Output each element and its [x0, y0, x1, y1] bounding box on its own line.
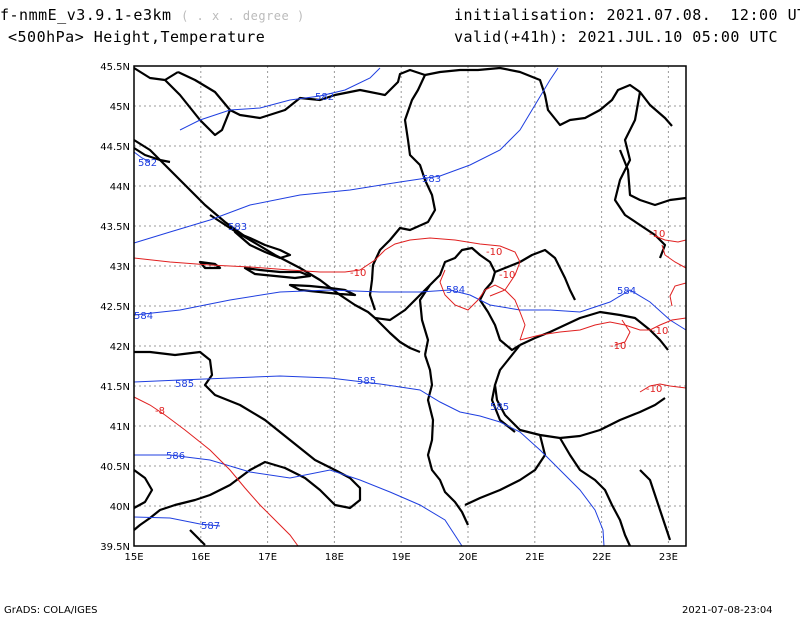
footer-credit: GrADS: COLA/IGES	[4, 605, 98, 616]
latitude-tick-label: 40N	[110, 502, 130, 513]
temperature-label: -10	[486, 247, 502, 258]
croatia-coast	[133, 139, 421, 354]
temp-minus10-east-contour	[519, 317, 687, 346]
north-macedonia-border	[493, 310, 669, 440]
temperature-label: -10	[350, 268, 366, 279]
level-title: <500hPa> Height,Temperature	[8, 28, 266, 46]
height-582-contour	[133, 67, 381, 163]
height-contours	[133, 67, 687, 547]
temp-minus10-ne-contour	[654, 235, 687, 307]
temperature-label: -10	[649, 229, 665, 240]
projection-note: ( . x . degree )	[181, 9, 305, 23]
longitude-tick-label: 21E	[525, 552, 544, 563]
temperature-label: -10	[610, 341, 626, 352]
height-label: 582	[315, 92, 334, 103]
bulgaria-coast	[618, 149, 687, 207]
albania-coast	[423, 354, 469, 526]
height-586-contour	[134, 454, 463, 547]
temp-minus10-west-contour	[133, 237, 521, 297]
temperature-label: -10	[652, 326, 668, 337]
model-name: f-nmmE_v3.9.1-e3km	[0, 6, 172, 24]
valid-time: valid(+41h): 2021.JUL.10 05:00 UTC	[454, 28, 779, 46]
model-title: f-nmmE_v3.9.1-e3km ( . x . degree )	[0, 6, 305, 24]
latitude-tick-label: 43N	[110, 262, 130, 273]
height-label: 586	[166, 451, 185, 462]
init-time: initialisation: 2021.07.08. 12:00 UTC	[454, 6, 800, 24]
height-587-contour	[133, 516, 221, 527]
serbia-border	[424, 66, 673, 259]
latitude-tick-label: 45.5N	[100, 62, 130, 73]
latitude-tick-label: 44.5N	[100, 142, 130, 153]
latitude-tick-label: 40.5N	[100, 462, 130, 473]
temp-minus10-se-contour	[639, 383, 687, 393]
longitude-tick-label: 23E	[659, 552, 678, 563]
dalmatian-islands	[133, 147, 357, 297]
height-label: 587	[201, 521, 220, 532]
longitude-tick-label: 18E	[325, 552, 344, 563]
height-585-contour	[133, 375, 605, 547]
latitude-axis: 45.5N 45N 44.5N 44N 43.5N 43N 42.5N 42N 41.5N 41N…	[100, 62, 130, 553]
height-label: 584	[617, 286, 636, 297]
height-label: 585	[175, 379, 194, 390]
temperature-label: -10	[499, 270, 515, 281]
italy-calabria-coast	[133, 469, 206, 546]
greece-coast	[559, 437, 672, 547]
height-label: 585	[490, 402, 509, 413]
height-label: 585	[357, 376, 376, 387]
longitude-tick-label: 22E	[592, 552, 611, 563]
temperature-contours	[133, 235, 687, 547]
latitude-tick-label: 39.5N	[100, 542, 130, 553]
height-label: 583	[422, 174, 441, 185]
contour-labels: 582 582 583 583 584 584 584 585 585 585 …	[134, 92, 668, 532]
temp-minus8-contour	[133, 396, 299, 547]
height-label: 583	[228, 222, 247, 233]
longitude-tick-label: 19E	[392, 552, 411, 563]
greece-border	[464, 434, 547, 506]
latitude-tick-label: 41N	[110, 422, 130, 433]
temperature-label: -8	[155, 406, 165, 417]
longitude-tick-label: 17E	[258, 552, 277, 563]
montenegro-border	[374, 246, 497, 356]
longitude-tick-label: 15E	[124, 552, 143, 563]
bosnia-border	[177, 68, 437, 311]
latitude-tick-label: 42.5N	[100, 302, 130, 313]
longitude-tick-label: 20E	[458, 552, 477, 563]
temp-minus10-mid-contour	[439, 269, 526, 341]
height-583-contour	[133, 67, 559, 244]
latitude-tick-label: 45N	[110, 102, 130, 113]
latitude-tick-label: 42N	[110, 342, 130, 353]
italy-heel-coast	[133, 350, 362, 531]
height-label: 584	[446, 285, 465, 296]
longitude-tick-label: 16E	[191, 552, 210, 563]
height-label: 584	[134, 311, 153, 322]
coastlines	[133, 66, 687, 547]
latitude-tick-label: 44N	[110, 182, 130, 193]
footer-timestamp: 2021-07-08-23:04	[682, 605, 773, 616]
temperature-label: -10	[646, 384, 662, 395]
map-frame	[133, 65, 687, 547]
height-label: 582	[138, 158, 157, 169]
longitude-axis: 15E 16E 17E 18E 19E 20E 21E 22E 23E	[124, 552, 677, 563]
height-584-contour	[133, 289, 687, 331]
latitude-tick-label: 43.5N	[100, 222, 130, 233]
croatia-border	[133, 67, 232, 137]
latitude-tick-label: 41.5N	[100, 382, 130, 393]
kosovo-border	[478, 248, 576, 352]
